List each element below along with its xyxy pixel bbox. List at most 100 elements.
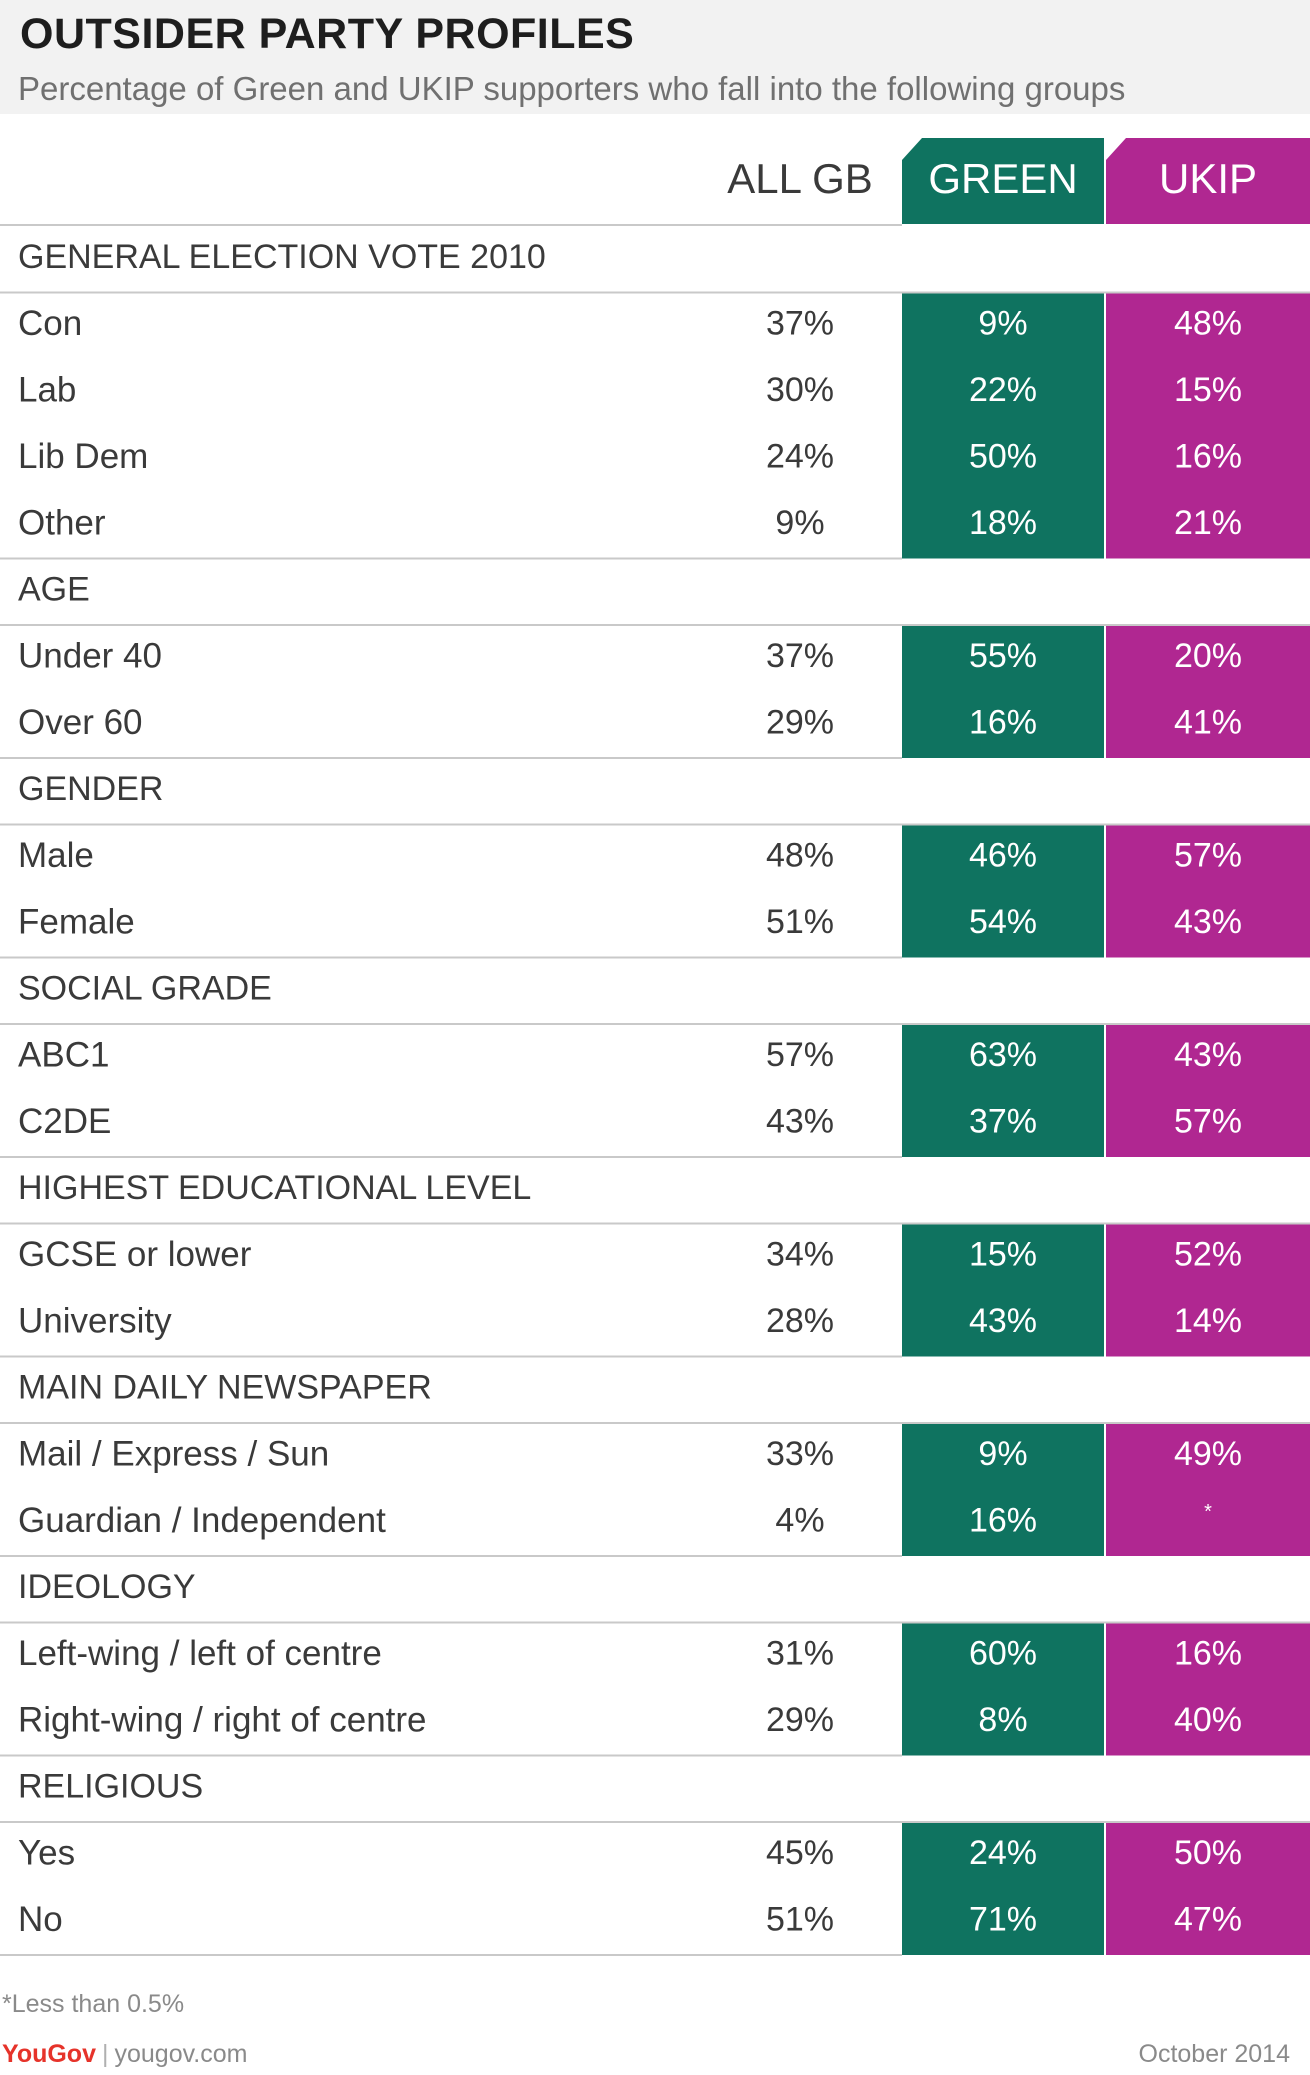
cell-value-all-gb: 51% — [766, 1901, 834, 1939]
cell-value-green: 71% — [969, 1901, 1037, 1939]
cell-value-all-gb: 45% — [766, 1834, 834, 1872]
cell-value-green: 55% — [969, 637, 1037, 675]
cell-value-green: 22% — [969, 371, 1037, 409]
cell-value-green: 43% — [969, 1302, 1037, 1340]
cell-value-ukip: 57% — [1174, 1103, 1242, 1141]
section-heading: AGE — [18, 571, 90, 609]
cell-value-green: 16% — [969, 704, 1037, 742]
cell-value-all-gb: 37% — [766, 305, 834, 343]
cell-value-ukip: 20% — [1174, 637, 1242, 675]
column-header-tab-green — [902, 138, 1104, 224]
section-heading: GENDER — [18, 770, 163, 808]
section-heading: MAIN DAILY NEWSPAPER — [18, 1369, 432, 1407]
cell-value-all-gb: 57% — [766, 1036, 834, 1074]
cell-value-ukip: 41% — [1174, 704, 1242, 742]
row-label: Other — [18, 504, 106, 543]
cell-value-all-gb: 51% — [766, 903, 834, 941]
column-block-green — [902, 293, 1104, 559]
cell-value-all-gb: 29% — [766, 1701, 834, 1739]
page-title: OUTSIDER PARTY PROFILES — [20, 10, 635, 58]
row-label: Mail / Express / Sun — [18, 1435, 329, 1474]
brand: YouGov | yougov.com — [2, 2040, 247, 2069]
cell-value-ukip: 16% — [1174, 1635, 1242, 1673]
cell-value-ukip: 15% — [1174, 371, 1242, 409]
section-heading: RELIGIOUS — [18, 1768, 203, 1806]
cell-value-green: 9% — [978, 1435, 1027, 1473]
section-heading: HIGHEST EDUCATIONAL LEVEL — [18, 1169, 531, 1207]
cell-value-ukip: 48% — [1174, 305, 1242, 343]
cell-value-ukip: 16% — [1174, 438, 1242, 476]
row-label: Female — [18, 903, 135, 942]
row-label: Lab — [18, 371, 76, 410]
column-block-ukip — [1106, 626, 1310, 758]
column-block-green — [902, 1424, 1104, 1556]
publish-date: October 2014 — [1138, 2040, 1291, 2068]
row-label: Guardian / Independent — [18, 1501, 386, 1540]
yougov-logo: YouGov — [2, 2040, 96, 2068]
row-label: No — [18, 1900, 63, 1939]
cell-value-green: 37% — [969, 1103, 1037, 1141]
column-block-ukip — [1106, 1025, 1310, 1157]
cell-value-all-gb: 28% — [766, 1302, 834, 1340]
cell-value-green: 15% — [969, 1236, 1037, 1274]
footnote: *Less than 0.5% — [2, 1990, 185, 2018]
cell-value-all-gb: 24% — [766, 438, 834, 476]
cell-value-green: 60% — [969, 1635, 1037, 1673]
cell-value-green: 50% — [969, 438, 1037, 476]
cell-value-green: 24% — [969, 1834, 1037, 1872]
cell-value-ukip: 21% — [1174, 504, 1242, 542]
cell-value-ukip: 49% — [1174, 1435, 1242, 1473]
cell-value-ukip: 52% — [1174, 1236, 1242, 1274]
column-block-ukip — [1106, 293, 1310, 559]
cell-value-all-gb: 29% — [766, 704, 834, 742]
cell-value-green: 16% — [969, 1502, 1037, 1540]
brand-separator: | — [101, 2040, 109, 2068]
cell-value-green: 18% — [969, 504, 1037, 542]
cell-value-all-gb: 31% — [766, 1635, 834, 1673]
column-header-tab-ukip — [1106, 138, 1310, 224]
row-label: University — [18, 1302, 172, 1341]
row-label: Over 60 — [18, 703, 143, 742]
cell-value-green: 63% — [969, 1036, 1037, 1074]
cell-value-green: 46% — [969, 837, 1037, 875]
cell-value-ukip: 14% — [1174, 1302, 1242, 1340]
row-label: Left-wing / left of centre — [18, 1634, 382, 1673]
column-block-ukip — [1106, 825, 1310, 958]
column-block-ukip — [1106, 1424, 1310, 1556]
row-label: Under 40 — [18, 637, 162, 676]
cell-value-ukip: 57% — [1174, 837, 1242, 875]
row-label: ABC1 — [18, 1036, 109, 1075]
cell-value-all-gb: 34% — [766, 1236, 834, 1274]
cell-value-green: 9% — [978, 305, 1027, 343]
page-subtitle: Percentage of Green and UKIP supporters … — [18, 70, 1126, 107]
row-label: Right-wing / right of centre — [18, 1701, 427, 1740]
column-block-green — [902, 825, 1104, 958]
cell-value-ukip: 40% — [1174, 1701, 1242, 1739]
row-label: Con — [18, 304, 82, 343]
row-label: Male — [18, 836, 94, 875]
row-label: C2DE — [18, 1102, 111, 1141]
row-label: GCSE or lower — [18, 1235, 252, 1274]
section-heading: SOCIAL GRADE — [18, 970, 272, 1008]
cell-value-ukip: * — [1204, 1501, 1212, 1523]
cell-value-ukip: 43% — [1174, 903, 1242, 941]
cell-value-all-gb: 33% — [766, 1435, 834, 1473]
cell-value-all-gb: 30% — [766, 371, 834, 409]
brand-url[interactable]: yougov.com — [114, 2040, 248, 2068]
cell-value-all-gb: 37% — [766, 637, 834, 675]
column-block-ukip — [1106, 1224, 1310, 1357]
column-block-green — [902, 626, 1104, 758]
column-block-green — [902, 1224, 1104, 1357]
column-header-green: GREEN — [928, 155, 1077, 202]
column-block-green — [902, 1025, 1104, 1157]
column-block-green — [902, 1823, 1104, 1955]
row-label: Yes — [18, 1834, 75, 1873]
cell-value-all-gb: 43% — [766, 1103, 834, 1141]
cell-value-all-gb: 4% — [775, 1502, 824, 1540]
column-block-ukip — [1106, 1623, 1310, 1756]
column-block-green — [902, 1623, 1104, 1756]
cell-value-green: 54% — [969, 903, 1037, 941]
cell-value-all-gb: 48% — [766, 837, 834, 875]
column-block-ukip — [1106, 1823, 1310, 1955]
